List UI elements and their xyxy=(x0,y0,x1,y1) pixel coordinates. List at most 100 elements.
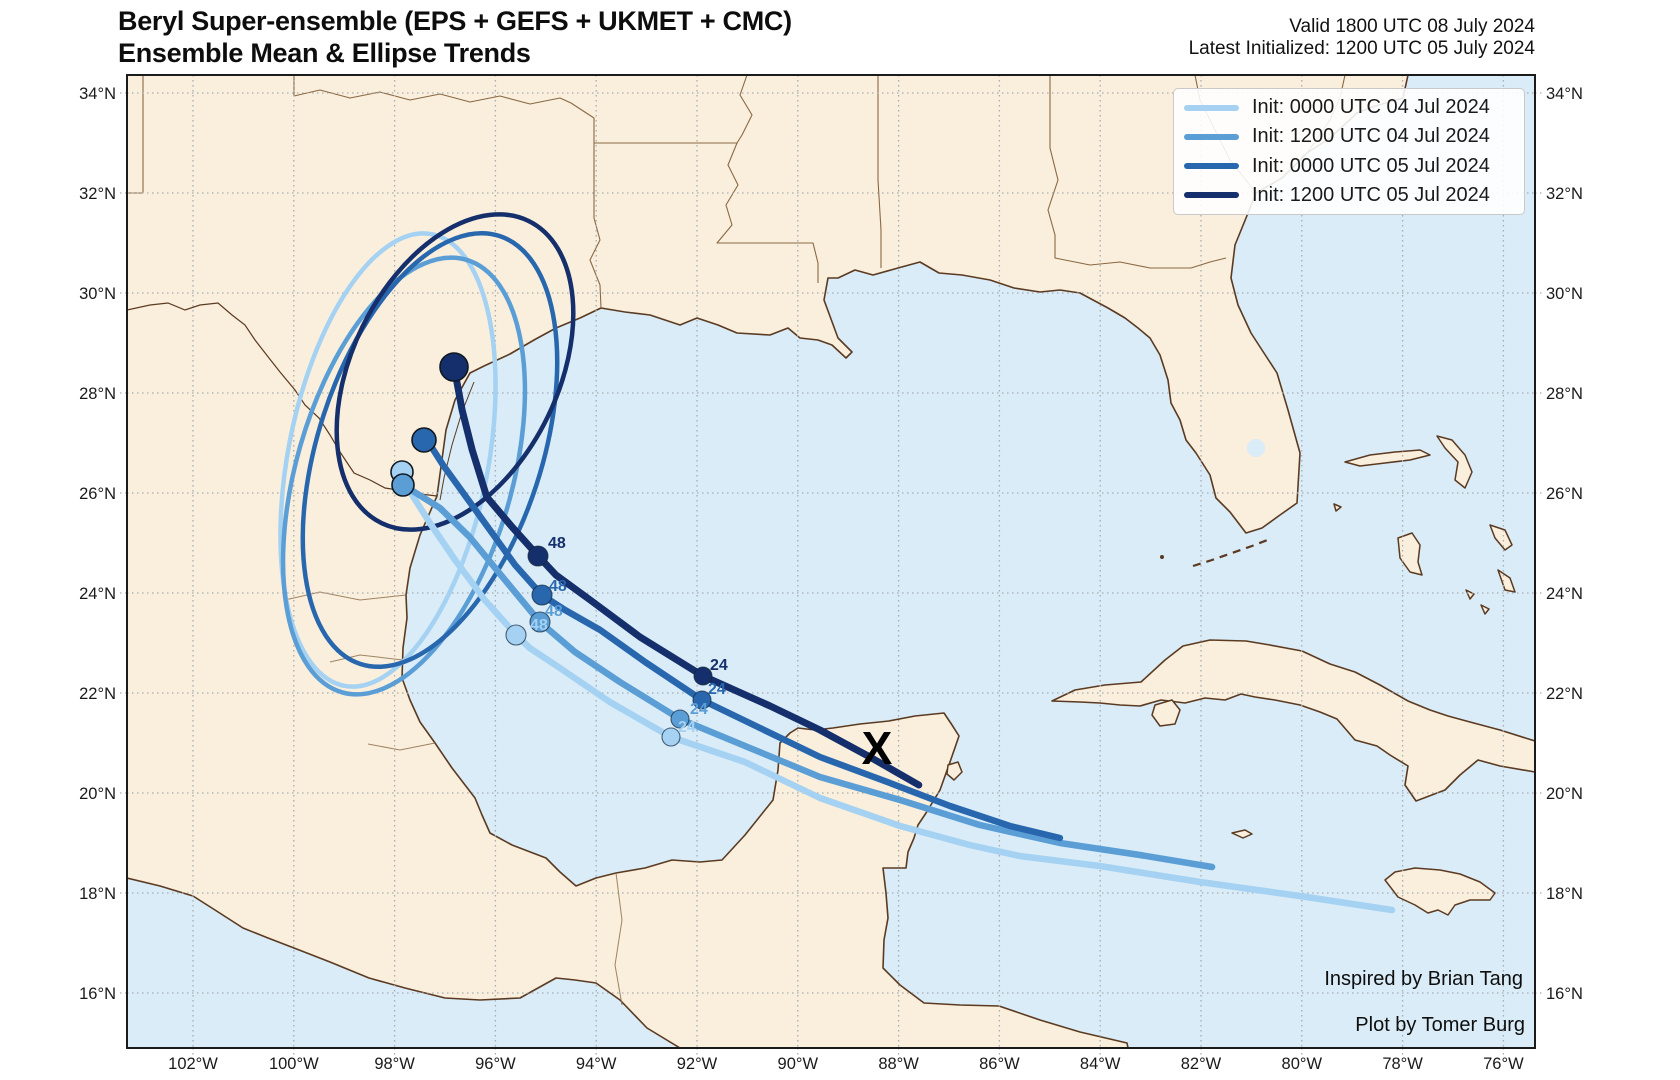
lon-tick-label: 88°W xyxy=(878,1055,919,1073)
track-end-dot xyxy=(439,352,469,382)
forecast-hour-label: 24 xyxy=(710,657,728,674)
lat-tick-label-right: 16°N xyxy=(1546,985,1583,1003)
current-position-x-marker: X xyxy=(862,722,893,774)
latest-init-time: Latest Initialized: 1200 UTC 05 July 202… xyxy=(1188,38,1535,59)
plot-title-line2: Ensemble Mean & Ellipse Trends xyxy=(118,38,531,68)
island-eleuthera xyxy=(1489,524,1513,551)
coastline-mainland xyxy=(127,75,1409,1048)
lon-tick-label: 94°W xyxy=(576,1055,617,1073)
axis-tick-labels: 34°N 34°N 32°N 32°N 30°N 30°N 28°N 28°N 26°N 26°N… xyxy=(79,85,1583,1073)
forecast-hour-label: 48 xyxy=(530,617,548,634)
forecast-hour-label: 24 xyxy=(708,681,726,698)
lon-tick-label: 84°W xyxy=(1080,1055,1121,1073)
lat-tick-label-left: 24°N xyxy=(79,585,116,603)
legend-item: Init: 1200 UTC 04 Jul 2024 xyxy=(1174,125,1524,148)
lon-tick-label: 100°W xyxy=(269,1055,319,1073)
island-abaco xyxy=(1436,435,1473,489)
rio-grande xyxy=(127,302,438,497)
lat-tick-label-left: 22°N xyxy=(79,685,116,703)
hour-48-dot xyxy=(527,545,549,567)
lon-tick-label: 86°W xyxy=(979,1055,1020,1073)
lat-tick-label-left: 28°N xyxy=(79,385,116,403)
island-isla-juventud xyxy=(1151,699,1181,727)
track-end-dot xyxy=(411,427,437,453)
lat-tick-label-right: 24°N xyxy=(1546,585,1583,603)
lat-tick-label-right: 34°N xyxy=(1546,85,1583,103)
lon-tick-label: 96°W xyxy=(475,1055,516,1073)
hour-48-dot xyxy=(529,611,551,633)
track-end-dot xyxy=(391,473,415,497)
plot-title: Beryl Super-ensemble (EPS + GEFS + UKMET… xyxy=(118,5,792,69)
legend-line-swatch xyxy=(1184,192,1239,199)
islands xyxy=(946,435,1516,916)
spread-ellipse xyxy=(280,255,528,697)
island-exuma-2 xyxy=(1480,604,1490,615)
legend-item: Init: 0000 UTC 05 Jul 2024 xyxy=(1174,155,1524,178)
legend-item-label: Init: 0000 UTC 04 Jul 2024 xyxy=(1252,96,1490,119)
hour-24-dot xyxy=(661,727,681,747)
spread-ellipse xyxy=(334,212,576,532)
legend-line-swatch xyxy=(1184,133,1239,140)
lon-tick-label: 90°W xyxy=(778,1055,819,1073)
forecast-hour-label: 48 xyxy=(549,578,567,595)
legend-line-swatch xyxy=(1184,104,1239,111)
lat-tick-label-left: 26°N xyxy=(79,485,116,503)
legend-line-swatch xyxy=(1184,163,1239,170)
lat-tick-label-left: 16°N xyxy=(79,985,116,1003)
island-jamaica xyxy=(1384,867,1496,916)
plot-frame xyxy=(126,74,1536,1049)
lat-tick-label-right: 22°N xyxy=(1546,685,1583,703)
island-cat xyxy=(1497,569,1516,593)
ensemble-ellipses xyxy=(278,212,576,697)
lon-tick-label: 82°W xyxy=(1181,1055,1222,1073)
ensemble-mean-track xyxy=(420,431,1064,842)
lat-tick-label-right: 20°N xyxy=(1546,785,1583,803)
forecast-hour-label: 48 xyxy=(548,535,566,552)
track-position-dots xyxy=(390,352,713,747)
lat-tick-label-left: 32°N xyxy=(79,185,116,203)
island-exuma-1 xyxy=(1465,589,1475,600)
lon-tick-label: 102°W xyxy=(168,1055,218,1073)
mexico-borders xyxy=(284,591,623,1006)
lat-tick-label-right: 26°N xyxy=(1546,485,1583,503)
island-grand-cayman xyxy=(1231,829,1253,839)
lat-tick-label-right: 28°N xyxy=(1546,385,1583,403)
coastline-cuba xyxy=(1051,639,1535,802)
lon-tick-label: 78°W xyxy=(1382,1055,1423,1073)
hour-24-dot xyxy=(693,666,713,686)
lat-tick-label-left: 18°N xyxy=(79,885,116,903)
grid-stubs xyxy=(120,92,1542,1055)
forecast-hour-labels: 24 48 24 48 24 48 24 48 xyxy=(530,535,728,736)
lon-tick-label: 92°W xyxy=(677,1055,718,1073)
lat-tick-label-right: 30°N xyxy=(1546,285,1583,303)
graticule xyxy=(127,75,1535,1048)
island-andros xyxy=(1397,532,1423,576)
lat-tick-label-right: 18°N xyxy=(1546,885,1583,903)
island-grand-bahama xyxy=(1344,449,1431,467)
lon-tick-label: 76°W xyxy=(1483,1055,1524,1073)
spread-ellipse xyxy=(300,230,560,670)
island-bimini xyxy=(1333,503,1342,512)
legend-item: Init: 0000 UTC 04 Jul 2024 xyxy=(1174,96,1524,119)
lat-tick-label-left: 30°N xyxy=(79,285,116,303)
legend-item-label: Init: 0000 UTC 05 Jul 2024 xyxy=(1252,154,1490,177)
lat-tick-label-left: 34°N xyxy=(79,85,116,103)
hour-48-dot xyxy=(531,584,553,606)
legend-item-label: Init: 1200 UTC 05 Jul 2024 xyxy=(1252,183,1490,206)
plot-title-line1: Beryl Super-ensemble (EPS + GEFS + UKMET… xyxy=(118,6,792,36)
legend: Init: 0000 UTC 04 Jul 2024 Init: 1200 UT… xyxy=(1173,88,1525,215)
lat-tick-label-right: 32°N xyxy=(1546,185,1583,203)
legend-item: Init: 1200 UTC 05 Jul 2024 xyxy=(1174,184,1524,207)
forecast-hour-label: 48 xyxy=(545,603,563,620)
dry-tortugas xyxy=(1160,555,1164,559)
forecast-hour-label: 24 xyxy=(678,719,696,736)
forecast-hour-label: 24 xyxy=(690,701,708,718)
hour-24-dot xyxy=(670,709,690,729)
lat-tick-label-left: 20°N xyxy=(79,785,116,803)
validity-info: Valid 1800 UTC 08 July 2024 Latest Initi… xyxy=(1189,16,1535,60)
lon-tick-label: 98°W xyxy=(374,1055,415,1073)
lake-okeechobee xyxy=(1247,439,1265,457)
legend-item-label: Init: 1200 UTC 04 Jul 2024 xyxy=(1252,125,1490,148)
